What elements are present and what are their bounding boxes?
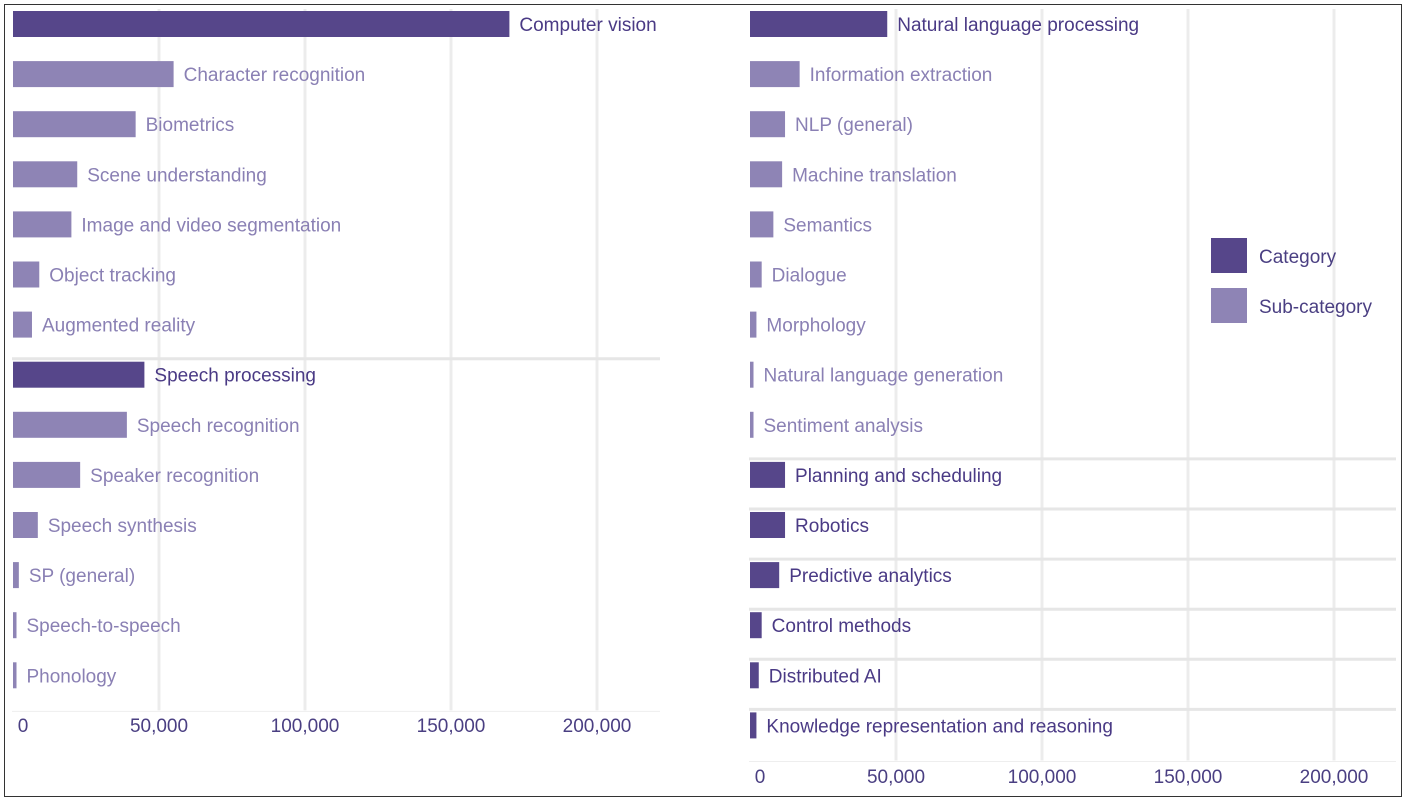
right-bar-dialogue — [750, 261, 762, 288]
right-bar-label: Planning and scheduling — [795, 466, 1002, 487]
right-bar-label: Robotics — [795, 516, 869, 537]
left-bar-scene-understanding — [13, 161, 78, 188]
right-bar-semantics — [750, 211, 774, 238]
right-bar-label: Distributed AI — [769, 666, 882, 687]
left-bar-label: Computer vision — [519, 15, 656, 36]
left-bar-label: Scene understanding — [87, 165, 267, 186]
left-x-tick-label: 100,000 — [271, 716, 340, 737]
right-bar-information-extraction — [750, 61, 800, 88]
legend-swatch-category — [1211, 238, 1247, 273]
right-bar-panel: Natural language processing Information e… — [749, 9, 1396, 788]
legend-label-category: Category — [1259, 247, 1337, 268]
left-bar-augmented-reality — [13, 311, 32, 338]
right-bar-label: Predictive analytics — [789, 566, 952, 587]
left-bar-image-and-video-segmentation — [13, 211, 72, 238]
left-bar-object-tracking — [13, 261, 40, 288]
right-bar-label: Information extraction — [810, 65, 993, 86]
right-x-tick-label: 50,000 — [867, 767, 925, 788]
left-bar-biometrics — [13, 111, 136, 138]
right-bar-machine-translation — [750, 161, 783, 188]
legend-swatch-subcategory — [1211, 288, 1247, 323]
right-bar-distributed-ai — [750, 662, 759, 689]
right-bar-robotics — [750, 512, 786, 538]
right-x-tick-label: 0 — [755, 767, 766, 788]
left-bar-label: Character recognition — [184, 65, 366, 86]
right-bar-nlp-general- — [750, 111, 786, 138]
left-x-tick-label: 0 — [18, 716, 29, 737]
left-bar-sp-general- — [13, 562, 19, 589]
left-bar-label: Speech synthesis — [48, 516, 197, 537]
right-bar-natural-language-generation — [750, 361, 754, 388]
right-bar-natural-language-processing — [750, 11, 888, 37]
right-bar-label: Morphology — [766, 316, 866, 337]
left-bar-computer-vision — [13, 11, 510, 37]
left-bar-label: Image and video segmentation — [81, 215, 341, 236]
right-bar-label: Dialogue — [772, 266, 847, 287]
left-bar-speech-recognition — [13, 411, 127, 438]
left-bar-label: Biometrics — [146, 115, 235, 136]
left-x-tick-label: 150,000 — [417, 716, 486, 737]
left-bar-speech-processing — [13, 361, 145, 388]
right-bar-label: Natural language processing — [897, 15, 1139, 36]
right-x-tick-label: 150,000 — [1154, 767, 1223, 788]
right-bar-label: NLP (general) — [795, 115, 913, 136]
left-bar-label: Phonology — [27, 666, 117, 687]
right-bar-label: Control methods — [772, 616, 911, 637]
left-bar-label: Object tracking — [49, 266, 176, 287]
right-x-tick-label: 200,000 — [1300, 767, 1369, 788]
left-bar-label: Speech recognition — [137, 416, 300, 437]
left-bar-speech-synthesis — [13, 512, 38, 538]
right-bar-label: Sentiment analysis — [764, 416, 923, 437]
left-bar-label: SP (general) — [29, 566, 135, 587]
right-bar-morphology — [750, 311, 757, 338]
right-bar-knowledge-representation-and-reasoning — [750, 712, 757, 739]
right-x-tick-label: 100,000 — [1008, 767, 1077, 788]
left-bar-label: Speaker recognition — [90, 466, 259, 487]
right-bar-sentiment-analysis — [750, 411, 754, 438]
left-bar-phonology — [13, 662, 17, 689]
left-bar-label: Augmented reality — [42, 316, 196, 337]
left-bar-panel: Computer vision Character recognition Biom… — [12, 9, 660, 737]
legend-label-subcategory: Sub-category — [1259, 297, 1373, 318]
left-bar-speech-to-speech — [13, 612, 17, 639]
left-x-tick-label: 200,000 — [563, 716, 632, 737]
right-bar-label: Natural language generation — [764, 366, 1004, 387]
left-x-tick-label: 50,000 — [130, 716, 188, 737]
left-bar-character-recognition — [13, 61, 174, 88]
right-bar-label: Machine translation — [792, 165, 957, 186]
right-bar-label: Knowledge representation and reasoning — [766, 716, 1112, 737]
right-bar-label: Semantics — [783, 215, 872, 236]
right-bar-planning-and-scheduling — [750, 461, 786, 488]
left-bar-speaker-recognition — [13, 461, 81, 488]
legend: Category Sub-category — [1211, 238, 1373, 323]
right-bar-predictive-analytics — [750, 562, 780, 589]
left-bar-label: Speech processing — [154, 366, 316, 387]
right-bar-control-methods — [750, 612, 762, 639]
chart-frame — [4, 4, 1402, 797]
left-bar-label: Speech-to-speech — [27, 616, 181, 637]
